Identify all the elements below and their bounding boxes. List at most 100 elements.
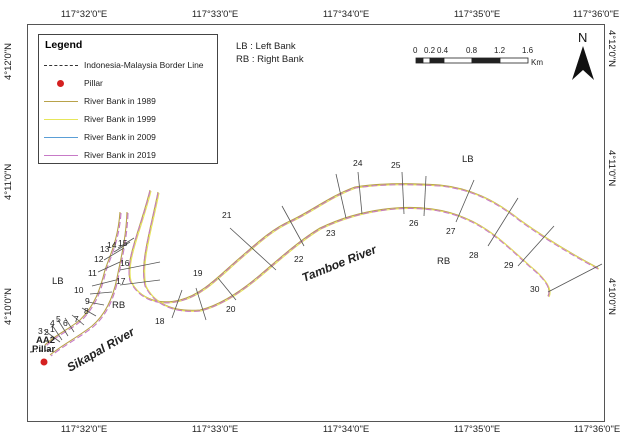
section-number: 6 (63, 318, 68, 328)
bank-1989-swatch (44, 100, 78, 102)
cross-section-line (547, 263, 603, 293)
cross-section-line (81, 307, 97, 317)
coord-bottom-3: 117°34'0"E (322, 424, 370, 435)
section-number: 8 (84, 306, 89, 316)
tamboe-river-label: Tamboe River (300, 242, 380, 285)
section-number: 30 (530, 284, 540, 294)
cross-section-line (119, 261, 161, 271)
scale-bar: 0 0.2 0.4 0.8 1.2 1.6 Km (413, 46, 543, 67)
cross-section-line (57, 319, 69, 337)
section-number: 25 (391, 160, 401, 170)
sikapal-right-bank-1989 (49, 211, 128, 356)
section-number: 14 (107, 240, 117, 250)
legend-label: Pillar (84, 78, 103, 88)
cross-section-line (217, 277, 237, 301)
section-number: 18 (155, 316, 165, 326)
section-number: 15 (118, 238, 128, 248)
scale-tick-label: 1.6 (522, 46, 534, 55)
cross-section-line (281, 205, 305, 247)
cross-section-line (229, 227, 277, 271)
cross-section-line (103, 247, 125, 261)
cross-section-line (91, 279, 117, 287)
legend-item-1999: River Bank in 1999 (44, 112, 156, 126)
abbrev-rb: RB : Right Bank (236, 54, 304, 65)
legend-label: River Bank in 1999 (84, 114, 156, 124)
section-number: 1 (50, 324, 55, 334)
scale-tick-label: 0 (413, 46, 418, 55)
sikapal-left-bank-2019 (45, 212, 122, 347)
bank-2009-swatch (44, 136, 78, 138)
bank-label-lb: LB (462, 154, 474, 165)
legend-item-1989: River Bank in 1989 (44, 94, 156, 108)
section-number: 5 (56, 314, 61, 324)
coord-bottom-2: 117°33'0"E (191, 424, 239, 435)
pillar-label-line1: AA2 (36, 335, 55, 346)
section-number: 13 (100, 244, 110, 254)
section-number: 23 (326, 228, 336, 238)
tamboe-right-bank-2019 (143, 192, 550, 312)
sikapal-right-bank-2019 (50, 212, 129, 357)
north-label: N (578, 30, 587, 45)
section-number: 7 (74, 314, 79, 324)
cross-section-line (357, 171, 363, 215)
section-number: 12 (94, 254, 104, 264)
sikapal-left-bank-1989 (44, 211, 121, 346)
cross-section-line (71, 314, 85, 326)
abbrev-lb: LB : Left Bank (236, 41, 296, 52)
scale-tick-label: 0.8 (466, 46, 478, 55)
legend-item-border: Indonesia-Malaysia Border Line (44, 58, 204, 72)
section-number: 24 (353, 158, 363, 168)
legend-item-2019: River Bank in 2019 (44, 148, 156, 162)
border-line (29, 349, 51, 353)
coord-top-3: 117°34'0"E (322, 9, 370, 20)
coord-bottom-4: 117°35'0"E (453, 424, 501, 435)
coord-top-4: 117°35'0"E (453, 9, 501, 20)
tamboe-left-bank-2019 (128, 184, 599, 304)
pillar-label-line2: Pillar (32, 344, 56, 355)
section-number: 9 (85, 296, 90, 306)
section-number: 10 (74, 285, 84, 295)
section-number: 17 (116, 276, 126, 286)
bank-label-lb: LB (52, 276, 64, 287)
legend-item-2009: River Bank in 2009 (44, 130, 156, 144)
cross-section-line (97, 261, 121, 273)
tamboe-left-bank-1999 (129, 184, 600, 304)
section-number: 27 (446, 226, 456, 236)
section-number: 11 (88, 268, 97, 278)
tamboe-left-bank-1989 (128, 183, 599, 303)
scale-tick-label: 1.2 (494, 46, 506, 55)
coord-top-2: 117°33'0"E (191, 9, 239, 20)
legend-item-pillar: Pillar (44, 76, 103, 90)
section-number: 20 (226, 304, 236, 314)
cross-section-line (401, 171, 405, 215)
abbreviation-notes: LB : Left Bank RB : Right Bank (236, 40, 304, 66)
section-number: 16 (120, 258, 130, 268)
scale-tick-label: 0.4 (437, 46, 449, 55)
bank-1999-swatch (44, 118, 78, 120)
border-line-swatch (44, 64, 78, 66)
legend-label: River Bank in 1989 (84, 96, 156, 106)
cross-section-line (64, 317, 75, 333)
cross-section-line (423, 175, 427, 217)
bank-2019-swatch (44, 154, 78, 156)
cross-section-line (89, 291, 113, 295)
section-number: 19 (193, 268, 203, 278)
scale-unit: Km (531, 58, 543, 67)
tamboe-right-bank-1989 (143, 191, 550, 311)
north-arrow-icon: N (572, 30, 594, 80)
pillar-marker (40, 358, 48, 366)
cross-section-line (335, 173, 347, 219)
section-number: 4 (50, 318, 55, 328)
section-number: 26 (409, 218, 419, 228)
coord-bottom-1: 117°32'0"E (60, 424, 108, 435)
legend-label: Indonesia-Malaysia Border Line (84, 60, 204, 70)
cross-section-line (487, 197, 519, 247)
legend-label: River Bank in 2009 (84, 132, 156, 142)
section-number: 22 (294, 254, 304, 264)
cross-section-line (113, 241, 131, 253)
cross-section-line (117, 237, 135, 249)
section-number: 21 (222, 210, 232, 220)
section-number: 2 (44, 327, 49, 337)
legend-label: River Bank in 2019 (84, 150, 156, 160)
